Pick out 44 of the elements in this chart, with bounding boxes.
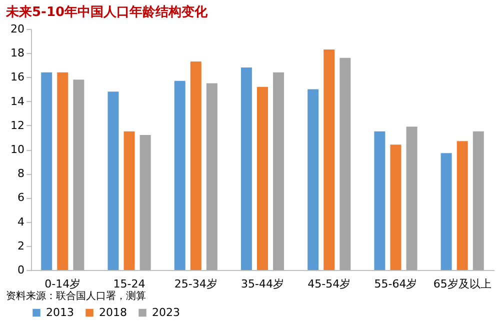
bar: [124, 131, 135, 270]
bar: [108, 92, 119, 270]
x-tick-label: 15-24: [113, 278, 146, 290]
bar: [374, 131, 386, 270]
bar: [41, 72, 52, 270]
bar: [174, 80, 186, 270]
bar: [340, 58, 351, 270]
y-tick-label: 4: [18, 215, 24, 228]
text: 资料来源：联合国人口署，测算: [6, 290, 146, 302]
y-tick-label: 2: [18, 239, 24, 252]
y-tick-label: 12: [10, 118, 24, 132]
bar: [57, 72, 68, 270]
y-tick-label: 20: [10, 22, 24, 36]
y-tick-label: 8: [18, 167, 24, 180]
bar: [190, 62, 202, 270]
bar: [440, 153, 452, 270]
bar: [73, 80, 84, 270]
bar: [456, 141, 468, 270]
x-tick-label: 55-64岁: [374, 278, 418, 290]
bar: [308, 89, 319, 270]
y-tick-label: 10: [10, 143, 24, 156]
bar: [273, 72, 284, 270]
y-tick-label: 14: [10, 94, 24, 108]
legend-label: 2018: [99, 306, 127, 319]
bar: [390, 144, 402, 270]
x-tick-label: 0-14岁: [44, 278, 81, 290]
y-tick-label: 0: [18, 264, 24, 276]
y-tick-label: 16: [10, 70, 24, 84]
chart-title: 未来5-10年中国人口年龄结构变化: [5, 4, 209, 20]
bar: [324, 49, 335, 270]
x-tick-label: 25-34岁: [174, 278, 218, 290]
y-tick-label: 18: [10, 46, 24, 60]
y-tick-label: 6: [18, 191, 24, 204]
legend-label: 2023: [152, 306, 180, 319]
bar: [140, 135, 151, 270]
bar: [406, 126, 418, 270]
x-tick-label: 45-54岁: [308, 278, 351, 290]
bar: [206, 83, 218, 270]
x-tick-label: 65岁及以上: [433, 278, 492, 290]
bar: [240, 68, 252, 270]
legend-label: 2013: [46, 306, 74, 319]
bar: [472, 131, 484, 270]
x-tick-label: 35-44岁: [241, 278, 284, 290]
bar: [257, 86, 268, 270]
